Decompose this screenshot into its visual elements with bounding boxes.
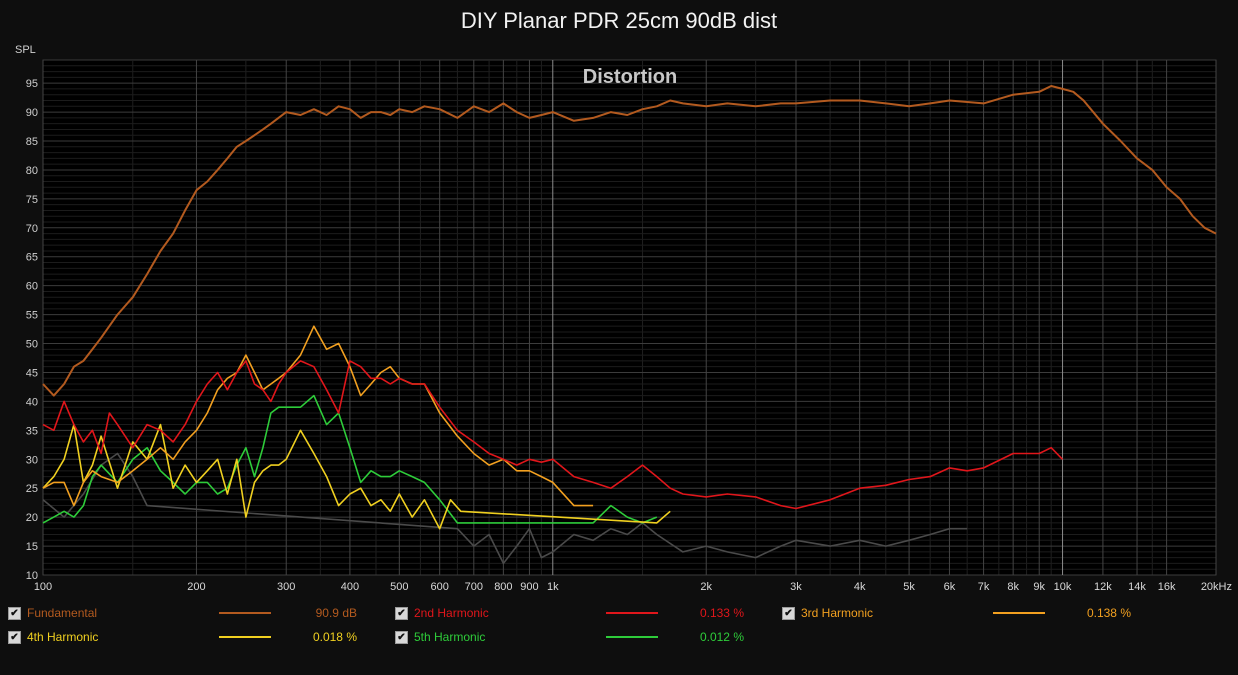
series-line-fundamental xyxy=(42,85,1217,397)
x-tick-label: 16k xyxy=(1158,581,1176,593)
legend-value: 0.138 % xyxy=(1086,606,1131,620)
legend-value: 0.133 % xyxy=(699,606,744,620)
legend-series-name: 3rd Harmonic xyxy=(801,606,874,620)
x-tick-label: 10k xyxy=(1054,581,1072,593)
chart-subtitle: Distortion xyxy=(583,66,677,88)
legend-checkbox[interactable]: ✔ xyxy=(395,631,408,644)
legend-swatch xyxy=(606,612,658,614)
legend-swatch xyxy=(993,612,1045,614)
x-tick-label: 2k xyxy=(700,581,712,593)
y-tick-label: 70 xyxy=(26,223,38,235)
legend-item[interactable]: ✔ Fundamental 90.9 dB xyxy=(8,606,388,620)
x-tick-label: 20kHz xyxy=(1201,581,1232,593)
legend-item[interactable]: ✔ 5th Harmonic 0.012 % xyxy=(395,630,775,644)
y-tick-label: 60 xyxy=(26,281,38,293)
series-line-noise xyxy=(42,452,968,565)
x-tick-label: 1k xyxy=(547,581,559,593)
series-line-4th-harmonic xyxy=(42,423,671,530)
legend-series-name: Fundamental xyxy=(27,606,98,620)
x-tick-label: 600 xyxy=(430,581,448,593)
y-tick-label: 10 xyxy=(26,570,38,582)
legend-swatch xyxy=(219,636,271,638)
y-tick-label: 75 xyxy=(26,194,38,206)
y-tick-label: 80 xyxy=(26,165,38,177)
legend-swatch xyxy=(606,636,658,638)
x-tick-label: 500 xyxy=(390,581,408,593)
legend-checkbox[interactable]: ✔ xyxy=(8,607,21,620)
y-tick-label: 50 xyxy=(26,339,38,351)
legend-series-name: 2nd Harmonic xyxy=(414,606,489,620)
y-tick-label: 15 xyxy=(26,541,38,553)
y-axis-label: SPL xyxy=(15,44,36,56)
y-tick-label: 35 xyxy=(26,425,38,437)
legend-checkbox[interactable]: ✔ xyxy=(782,607,795,620)
y-tick-label: 85 xyxy=(26,136,38,148)
x-tick-label: 200 xyxy=(187,581,205,593)
y-tick-label: 20 xyxy=(26,512,38,524)
y-tick-label: 90 xyxy=(26,107,38,119)
x-tick-label: 3k xyxy=(790,581,802,593)
legend-item[interactable]: ✔ 4th Harmonic 0.018 % xyxy=(8,630,388,644)
x-tick-label: 100 xyxy=(34,581,52,593)
legend-value: 0.018 % xyxy=(312,630,357,644)
y-tick-label: 95 xyxy=(26,78,38,90)
legend-value: 0.012 % xyxy=(699,630,744,644)
x-tick-label: 800 xyxy=(494,581,512,593)
x-tick-label: 4k xyxy=(854,581,866,593)
y-tick-label: 25 xyxy=(26,483,38,495)
y-tick-label: 40 xyxy=(26,396,38,408)
x-tick-label: 300 xyxy=(277,581,295,593)
x-tick-label: 5k xyxy=(903,581,915,593)
x-tick-label: 14k xyxy=(1128,581,1146,593)
legend-checkbox[interactable]: ✔ xyxy=(8,631,21,644)
chart-title: DIY Planar PDR 25cm 90dB dist xyxy=(460,8,778,33)
legend-swatch xyxy=(219,612,271,614)
x-tick-label: 6k xyxy=(944,581,956,593)
x-tick-label: 9k xyxy=(1033,581,1045,593)
series-line-2nd-harmonic xyxy=(42,360,1064,510)
x-tick-label: 700 xyxy=(465,581,483,593)
legend-item[interactable]: ✔ 2nd Harmonic 0.133 % xyxy=(395,606,775,620)
x-tick-label: 8k xyxy=(1007,581,1019,593)
y-tick-label: 30 xyxy=(26,454,38,466)
x-tick-label: 900 xyxy=(520,581,538,593)
x-tick-label: 7k xyxy=(978,581,990,593)
plot-area xyxy=(42,59,1217,576)
x-tick-label: 12k xyxy=(1094,581,1112,593)
x-tick-label: 400 xyxy=(341,581,359,593)
legend-item[interactable]: ✔ 3rd Harmonic 0.138 % xyxy=(782,606,1162,620)
legend-series-name: 5th Harmonic xyxy=(414,630,486,644)
legend-series-name: 4th Harmonic xyxy=(27,630,99,644)
y-tick-label: 45 xyxy=(26,367,38,379)
legend-value: 90.9 dB xyxy=(315,606,357,620)
y-tick-label: 65 xyxy=(26,252,38,264)
legend-checkbox[interactable]: ✔ xyxy=(395,607,408,620)
chart: 10 15 20 25 30 35 40 45 50 55 60 65 70 75 80 85 90 95 100 2… xyxy=(15,44,1232,593)
y-tick-label: 55 xyxy=(26,310,38,322)
